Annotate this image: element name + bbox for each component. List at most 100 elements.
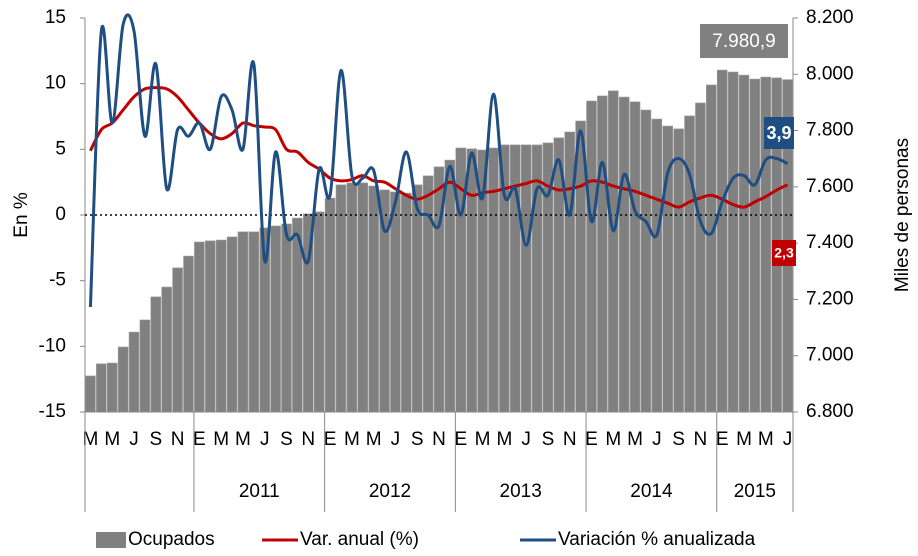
- bar: [564, 131, 575, 413]
- y2-tick-label: 7.800: [806, 120, 854, 141]
- x-tick-label: M: [213, 429, 229, 450]
- bar: [313, 211, 325, 413]
- year-label: 2013: [500, 481, 542, 502]
- x-tick-label: E: [716, 429, 729, 450]
- value-label: 3,9: [766, 123, 791, 143]
- bar: [183, 255, 194, 413]
- y2-tick-label: 6.800: [806, 401, 854, 422]
- y2-tick-label: 7.400: [806, 232, 854, 253]
- y2-tick-label: 7.600: [806, 176, 854, 197]
- x-tick-label: N: [171, 429, 185, 450]
- value-label-box: [772, 240, 796, 266]
- bar: [651, 118, 663, 413]
- legend-label: Var. anual (%): [300, 529, 419, 550]
- x-tick-label: N: [301, 429, 315, 450]
- bar: [237, 231, 249, 413]
- bar: [368, 185, 379, 413]
- year-label: 2012: [369, 481, 411, 502]
- bar: [96, 363, 107, 413]
- x-tick-label: J: [391, 429, 401, 450]
- y-tick-label: -15: [39, 401, 66, 422]
- x-tick-label: M: [627, 429, 643, 450]
- line: [89, 86, 789, 209]
- bar: [85, 375, 96, 413]
- bar: [401, 192, 412, 413]
- x-tick-label: M: [366, 429, 382, 450]
- year-label: 2014: [630, 481, 673, 502]
- bar: [324, 197, 336, 413]
- bar: [194, 241, 205, 413]
- bar: [444, 159, 456, 413]
- bar: [150, 296, 162, 413]
- bar: [608, 90, 619, 413]
- bar: [128, 331, 140, 413]
- bar: [618, 96, 630, 413]
- y-axis-label: En %: [11, 192, 32, 238]
- bar: [706, 84, 717, 413]
- legend-label: Variación % anualizada: [558, 529, 756, 550]
- x-tick-label: S: [411, 429, 424, 450]
- x-tick-label: S: [280, 429, 293, 450]
- x-tick-label: E: [454, 429, 467, 450]
- x-tick-label: J: [129, 429, 139, 450]
- x-tick-label: M: [83, 429, 99, 450]
- y-tick-label: 0: [55, 204, 66, 225]
- x-tick-label: M: [605, 429, 621, 450]
- bar: [629, 101, 641, 413]
- legend-label: Ocupados: [128, 529, 215, 550]
- x-tick-label: E: [193, 429, 206, 450]
- x-tick-label: J: [652, 429, 662, 450]
- y2-tick-label: 7.200: [806, 288, 854, 309]
- bar: [205, 240, 216, 413]
- bar: [346, 182, 358, 413]
- bar: [586, 100, 597, 413]
- bar: [270, 225, 281, 413]
- y-tick-label: -10: [39, 335, 66, 356]
- value-label-box: [700, 24, 788, 58]
- x-tick-label: M: [235, 429, 251, 450]
- bar: [139, 319, 151, 413]
- bar: [640, 109, 652, 413]
- x-tick-label: M: [496, 429, 512, 450]
- bar: [411, 184, 423, 413]
- x-tick-label: M: [475, 429, 491, 450]
- x-tick-label: S: [149, 429, 162, 450]
- x-tick-label: S: [542, 429, 555, 450]
- bar: [488, 147, 499, 413]
- x-tick-label: N: [563, 429, 577, 450]
- bar: [335, 184, 347, 413]
- x-tick-label: N: [432, 429, 446, 450]
- x-tick-label: S: [672, 429, 685, 450]
- bar: [695, 102, 706, 413]
- bar: [716, 69, 728, 413]
- bar: [531, 144, 543, 413]
- x-tick-label: J: [783, 429, 793, 450]
- bar: [161, 286, 172, 413]
- year-label: 2015: [734, 481, 776, 502]
- bar: [673, 128, 684, 413]
- bar: [738, 74, 750, 413]
- x-tick-label: N: [694, 429, 708, 450]
- bar: [248, 231, 260, 413]
- y2-tick-label: 7.000: [806, 345, 854, 366]
- bar: [281, 223, 292, 413]
- x-tick-label: E: [324, 429, 337, 450]
- value-label: 2,3: [774, 245, 794, 261]
- bar: [749, 78, 761, 413]
- x-tick-label: M: [104, 429, 120, 450]
- bar: [727, 71, 739, 413]
- x-tick-label: J: [521, 429, 531, 450]
- y2-axis-label: Miles de personas: [892, 138, 913, 292]
- bar: [597, 95, 608, 413]
- bar: [684, 115, 695, 413]
- y-tick-label: 5: [55, 138, 66, 159]
- x-tick-label: M: [736, 429, 752, 450]
- value-label-box: [764, 117, 794, 149]
- y-tick-label: 10: [45, 73, 66, 94]
- bar: [226, 236, 238, 413]
- line: [88, 13, 789, 307]
- x-tick-label: M: [758, 429, 774, 450]
- value-label: 7.980,9: [712, 31, 775, 52]
- y-tick-label: 15: [45, 7, 66, 28]
